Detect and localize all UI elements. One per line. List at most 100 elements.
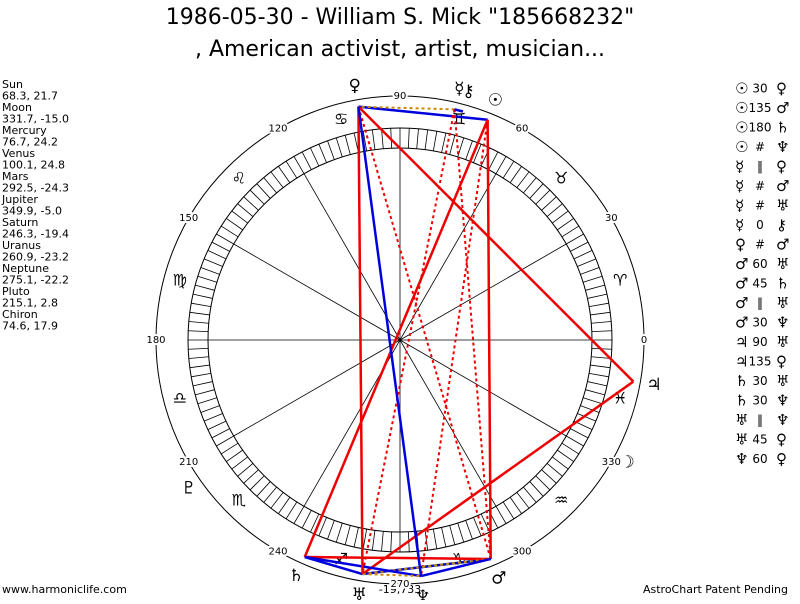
ring-tick (226, 218, 243, 231)
ring-tick (591, 356, 612, 359)
ring-tick (191, 372, 211, 378)
aspect-type: # (755, 179, 765, 193)
aspect-planet: ♀ (776, 158, 787, 176)
aspect-planet: ♂ (735, 275, 748, 293)
ring-tick (207, 420, 227, 430)
aspect-planet: ♆ (776, 411, 789, 429)
ring-tick (188, 356, 209, 359)
aspect-line (357, 105, 635, 383)
ring-tick (243, 196, 259, 211)
ring-tick (310, 513, 320, 533)
ring-tick (516, 492, 530, 509)
ring-tick (362, 131, 368, 151)
degree-label: 120 (268, 124, 287, 135)
ring-tick (237, 463, 254, 477)
aspect-line (303, 119, 489, 558)
ring-tick (200, 267, 220, 275)
ring-tick (589, 372, 609, 378)
ring-tick (188, 347, 209, 350)
planet-coords: 275.1, -22.2 (2, 274, 69, 287)
zodiac-sign: ♌ (232, 168, 246, 187)
ring-tick (529, 481, 544, 497)
planet-coords: 68.3, 21.7 (2, 90, 58, 103)
ring-tick (381, 531, 384, 552)
aspect-type: 30 (752, 316, 767, 330)
degree-label: 0 (641, 335, 647, 346)
ring-tick (285, 501, 298, 520)
aspect-planet: ♀ (735, 236, 746, 254)
ring-tick (188, 321, 209, 324)
ring-tick (516, 171, 530, 188)
ring-tick (509, 497, 522, 514)
aspect-type: 180 (749, 121, 772, 135)
ring-tick (441, 132, 447, 153)
ring-tick (502, 501, 515, 520)
planet-coords: 76.7, 24.2 (2, 136, 58, 149)
ring-tick (502, 160, 515, 179)
ring-tick (220, 225, 239, 238)
ring-tick (216, 233, 234, 245)
ring-tick (353, 527, 359, 548)
ring-tick (256, 481, 271, 497)
aspect-line (420, 119, 489, 577)
degree-label: 240 (268, 546, 287, 557)
planet-name: Chiron (2, 308, 38, 321)
ring-tick (535, 189, 551, 205)
ring-tick (200, 405, 220, 413)
planet-coords: 246.3, -19.4 (2, 228, 69, 241)
degree-label: 330 (602, 457, 621, 468)
planet-glyph: ☿ (454, 79, 464, 99)
aspect-line (454, 108, 464, 113)
ring-tick (407, 128, 410, 149)
title-line: 1986-05-30 - William S. Mick "185668232" (166, 5, 635, 30)
ring-tick (582, 275, 603, 283)
zodiac-sign: ♈ (613, 270, 627, 289)
planet-coords: 215.1, 2.8 (2, 297, 58, 310)
aspect-type: 45 (752, 277, 767, 291)
spoke (399, 173, 497, 341)
ring-tick (465, 140, 473, 160)
degree-label: 270 (390, 579, 409, 590)
planet-name: Neptune (2, 262, 49, 275)
spoke (399, 339, 497, 507)
ring-tick (570, 241, 589, 252)
ring-tick (344, 525, 351, 545)
ring-tick (473, 517, 482, 537)
ring-tick (371, 530, 376, 551)
ring-tick (566, 435, 584, 447)
ring-tick (523, 486, 537, 503)
ring-tick (557, 449, 574, 462)
ring-tick (587, 293, 608, 299)
degree-label: 300 (512, 546, 531, 557)
ring-tick (278, 166, 291, 183)
planet-coords: 349.9, -5.0 (2, 205, 62, 218)
ring-tick (488, 151, 499, 170)
ring-tick (203, 258, 223, 267)
aspect-type: 135 (749, 355, 772, 369)
aspect-type: 30 (752, 394, 767, 408)
ring-tick (270, 492, 284, 509)
ring-tick (237, 203, 254, 217)
aspect-planet: ♀ (776, 431, 787, 449)
aspect-type: 0 (756, 218, 764, 232)
ring-tick (195, 284, 215, 291)
planet-coords: 292.5, -24.3 (2, 182, 69, 195)
title-line: , American activist, artist, musician... (195, 37, 605, 62)
aspect-planet: ♆ (776, 138, 789, 156)
aspect-planet: ♆ (776, 392, 789, 410)
ring-tick (249, 475, 265, 491)
ring-tick (573, 250, 593, 260)
ring-tick (457, 522, 465, 543)
ring-tick (285, 160, 298, 179)
ring-tick (523, 177, 537, 194)
ring-tick (188, 330, 209, 333)
aspect-planet: ⚷ (776, 216, 787, 234)
ring-tick (432, 131, 438, 151)
aspect-planet: ♂ (776, 236, 789, 254)
ring-tick (381, 128, 384, 149)
spoke (233, 243, 401, 341)
zodiac-sign: ♎ (173, 389, 187, 408)
ring-tick (424, 129, 429, 150)
ring-tick (197, 397, 218, 405)
aspect-line (358, 105, 488, 122)
